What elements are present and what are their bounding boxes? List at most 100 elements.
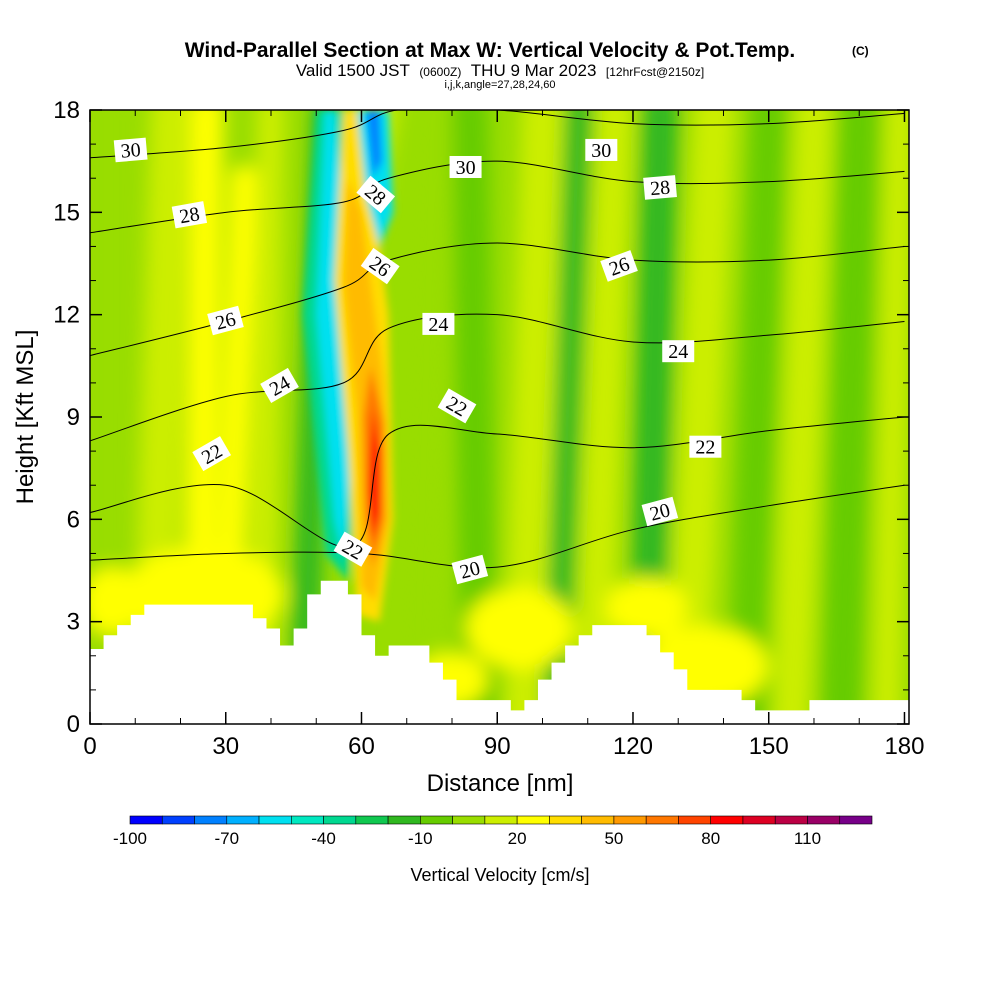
- colorbar-bin: [581, 815, 615, 825]
- contour-label-text: 22: [695, 437, 715, 459]
- y-tick-label: 3: [67, 609, 80, 636]
- contour-label-text: 30: [456, 157, 476, 179]
- x-tick-label: 150: [749, 733, 789, 760]
- colorbar-bin: [452, 815, 486, 825]
- contour-label-text: 24: [668, 341, 688, 363]
- colorbar-bin: [258, 815, 292, 825]
- x-tick-label: 60: [348, 733, 375, 760]
- colorbar-label: Vertical Velocity [cm/s]: [410, 865, 589, 885]
- theta-contour-22: [90, 416, 905, 548]
- colorbar-bin: [710, 815, 744, 825]
- velocity-streak: [728, 110, 787, 724]
- contour-label-box: [585, 138, 618, 161]
- axis-ticks: 0 30 60 90 120 150 180 0 3 6 9 12 15 18: [53, 97, 924, 760]
- velocity-streak: [773, 110, 833, 724]
- contour-label-box: [260, 367, 299, 403]
- colorbar-tick-label: 110: [794, 829, 821, 848]
- downdraft-core: [356, 110, 394, 247]
- colorbar-bin: [774, 815, 808, 825]
- colorbar-bin: [129, 815, 163, 825]
- contour-label: 20: [641, 496, 679, 527]
- x-tick-label: 180: [884, 733, 924, 760]
- colorbar-bin: [484, 815, 518, 825]
- theta-contour-20: [90, 484, 905, 569]
- colorbar-bin: [387, 815, 421, 825]
- chart-title-mark: (C): [852, 44, 869, 58]
- x-tick-label: 30: [212, 733, 239, 760]
- colorbar-bin: [807, 815, 841, 825]
- contour-label-box: [171, 201, 208, 229]
- contour-label-box: [113, 137, 148, 163]
- contour-label-box: [422, 312, 455, 335]
- colorbar-bin: [420, 815, 453, 825]
- contour-label-box: [333, 531, 373, 567]
- contour-label-box: [356, 175, 396, 214]
- terrain: [90, 580, 909, 724]
- colorbar-bin: [839, 815, 873, 825]
- colorbar-bin: [742, 815, 776, 825]
- contour-label: 30: [585, 138, 618, 162]
- contour-label-box: [451, 554, 489, 585]
- contour-label: 22: [689, 435, 722, 459]
- y-tick-label: 6: [67, 506, 80, 533]
- contour-label-box: [207, 305, 244, 336]
- colorbar-bin: [613, 815, 647, 825]
- colorbar-bin: [323, 815, 357, 825]
- velocity-streak: [666, 110, 735, 724]
- contour-label-box: [662, 340, 695, 363]
- x-tick-label: 0: [83, 733, 96, 760]
- x-axis-label: Distance [nm]: [427, 770, 574, 797]
- contour-label-box: [600, 250, 638, 282]
- contour-label-box: [689, 435, 722, 458]
- chart-indices: i,j,k,angle=27,28,24,60: [444, 79, 555, 91]
- chart-subtitle: Valid 1500 JST (0600Z) THU 9 Mar 2023 [1…: [296, 61, 704, 80]
- colorbar-tick-label: 80: [701, 829, 720, 848]
- subtitle-utc: (0600Z): [419, 65, 461, 79]
- contour-label-box: [360, 247, 400, 285]
- contour-label-box: [643, 175, 677, 200]
- colorbar-bin: [645, 815, 679, 825]
- contour-label: 24: [422, 312, 455, 336]
- chart-title-block: Wind-Parallel Section at Max W: Vertical…: [185, 39, 869, 91]
- contour-label: 20: [451, 554, 489, 585]
- y-tick-label: 0: [67, 711, 80, 738]
- contour-label-text: 28: [178, 203, 202, 228]
- contour-label: 24: [662, 340, 695, 363]
- downdraft-core: [316, 110, 357, 561]
- downdraft-core: [366, 110, 382, 179]
- contour-label-text: 30: [120, 139, 142, 163]
- colorbar-bin: [516, 815, 550, 825]
- colorbar-bin: [161, 815, 195, 825]
- colorbar-bin: [678, 815, 711, 825]
- colorbar-tick-label: 20: [508, 829, 527, 848]
- colorbar-bin: [549, 815, 582, 825]
- contour-label: 30: [113, 137, 148, 163]
- theta-contour-30: [90, 110, 905, 159]
- contour-label: 28: [643, 175, 677, 201]
- contour-label: 30: [449, 155, 482, 179]
- contour-label-text: 28: [649, 177, 671, 201]
- colorbar-bin: [194, 815, 228, 825]
- contour-label-text: 30: [591, 140, 611, 162]
- velocity-streak: [395, 110, 455, 724]
- velocity-streak: [574, 110, 633, 724]
- contour-label-text: 24: [428, 314, 448, 336]
- subtitle-valid: Valid 1500 JST: [296, 61, 410, 80]
- contour-label-box: [437, 388, 477, 424]
- contour-label-box: [449, 155, 482, 178]
- contour-label-box: [641, 496, 679, 527]
- colorbar-bin: [226, 815, 260, 825]
- velocity-patch: [465, 587, 575, 670]
- velocity-patch: [605, 577, 688, 639]
- contour-label-box: [192, 436, 232, 472]
- velocity-patch: [90, 567, 145, 636]
- y-tick-label: 12: [53, 302, 80, 329]
- subtitle-fcst: [12hrFcst@2150z]: [606, 65, 704, 79]
- y-tick-label: 18: [53, 97, 80, 124]
- contour-label: 26: [207, 305, 244, 336]
- colorbar-tick-label: -70: [214, 829, 239, 848]
- colorbar-bin: [355, 815, 389, 825]
